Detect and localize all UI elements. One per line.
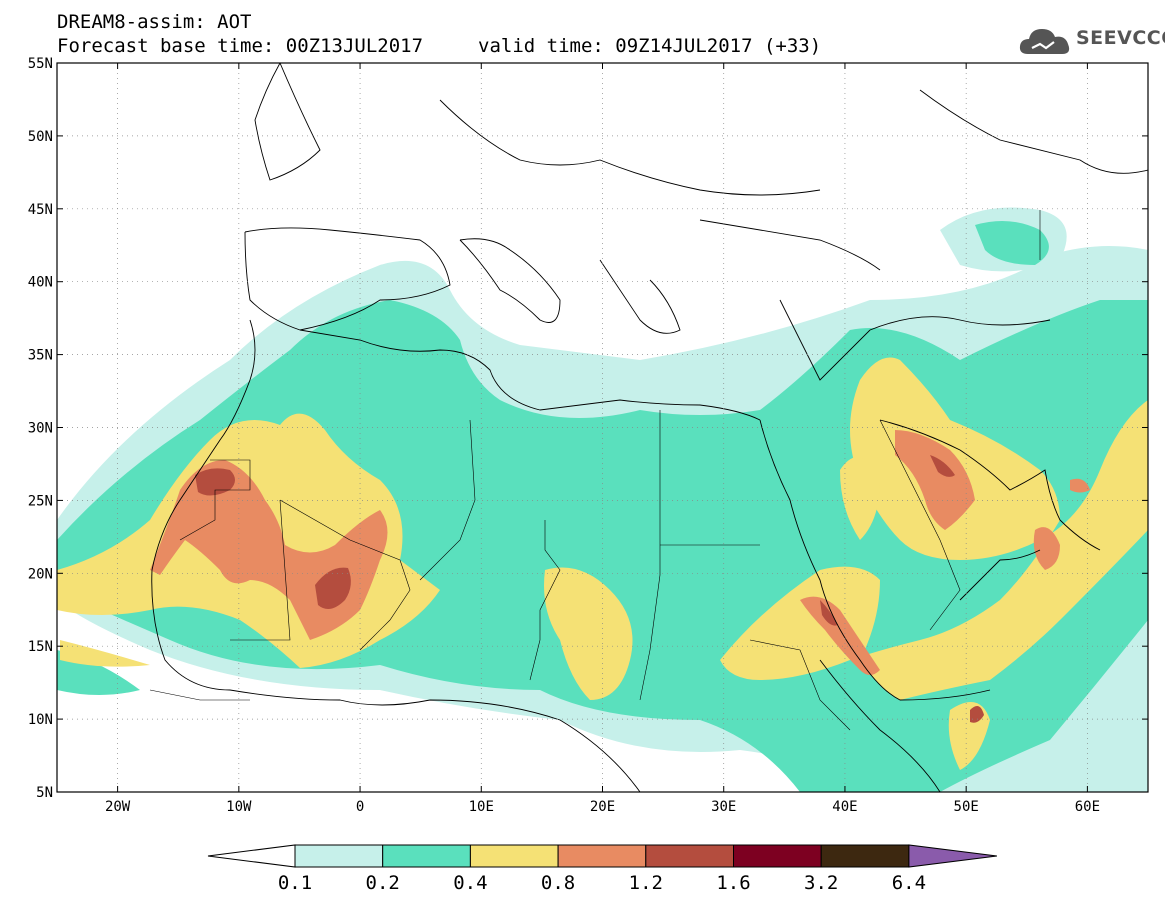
colorbar-box [557, 844, 647, 868]
lat-label: 40N [28, 275, 53, 291]
colorbar-label: 1.6 [716, 872, 750, 894]
latitude-labels: 55N 50N 45N 40N 35N 30N 25N 20N 15N 10N 5N [28, 56, 1148, 801]
colorbar-box [294, 844, 384, 868]
colorbar-label: 1.2 [629, 872, 663, 894]
base-time: Forecast base time: 00Z13JUL2017 [57, 35, 424, 57]
colorbar-under-arrow [207, 844, 296, 868]
longitude-labels: 20W 10W 0 10E 20E 30E 40E 50E 60E [105, 63, 1100, 815]
lat-label: 35N [28, 348, 53, 364]
forecast-times: Forecast base time: 00Z13JUL2017 valid t… [57, 36, 821, 96]
colorbar-label: 3.2 [804, 872, 838, 894]
borders [149, 210, 1041, 731]
lon-label: 50E [954, 799, 979, 815]
colorbar-label: 0.8 [541, 872, 575, 894]
lat-label: 5N [36, 785, 53, 801]
gridlines [57, 63, 1148, 792]
lat-label: 55N [28, 56, 53, 72]
lon-label: 40E [832, 799, 857, 815]
lon-label: 60E [1075, 799, 1100, 815]
colorbar-label: 6.4 [892, 872, 926, 894]
seevccc-logo: SEEVCCC [1018, 24, 1165, 58]
valid-time: valid time: 09Z14JUL2017 (+33) [478, 35, 822, 57]
colorbar-box [469, 844, 559, 868]
cloud-icon [1019, 29, 1070, 54]
colorbar-over-arrow [908, 844, 997, 868]
lon-label: 0 [356, 799, 364, 815]
colorbar-box [645, 844, 734, 868]
aot-band-1.2 [195, 455, 984, 723]
lon-label: 10E [469, 799, 494, 815]
lat-label: 50N [28, 129, 53, 145]
lon-label: 20W [105, 799, 131, 815]
colorbar-label: 0.1 [278, 872, 312, 894]
colorbar: 0.1 0.2 0.4 0.8 1.2 1.6 3.2 6.4 [207, 844, 997, 894]
lat-label: 30N [28, 421, 53, 437]
lon-label: 20E [590, 799, 615, 815]
colorbar-box [733, 844, 822, 868]
logo-text: SEEVCCC [1076, 27, 1165, 49]
colorbar-label: 0.4 [453, 872, 487, 894]
lon-label: 30E [711, 799, 736, 815]
map-field [57, 63, 1148, 792]
colorbar-box [382, 844, 471, 868]
lon-label: 10W [226, 799, 252, 815]
lat-label: 20N [28, 566, 53, 582]
lat-label: 15N [28, 639, 53, 655]
lat-label: 10N [28, 712, 53, 728]
lat-label: 25N [28, 493, 53, 509]
map-title: DREAM8-assim: AOT [57, 11, 252, 33]
colorbar-box [820, 844, 910, 868]
colorbar-label: 0.2 [366, 872, 400, 894]
lat-label: 45N [28, 202, 53, 218]
